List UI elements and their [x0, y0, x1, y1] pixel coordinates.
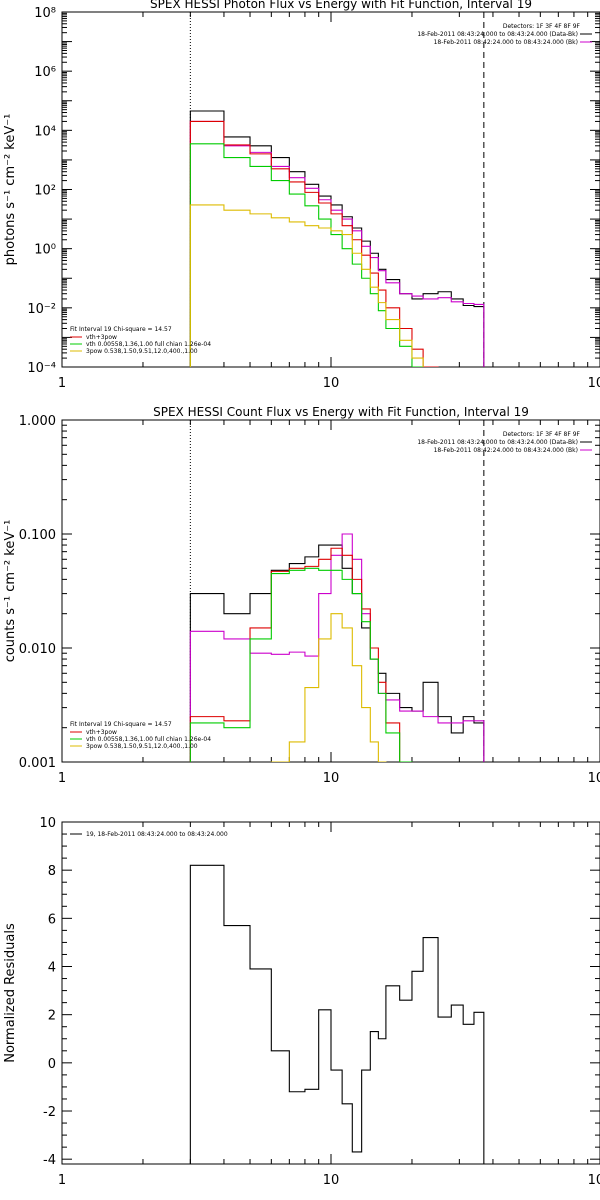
series-3pow — [189, 204, 424, 367]
legend-entry-label: vth 0.00558,1.36,1.00 full chian 1.26e-0… — [86, 736, 211, 743]
panel-resid: Normalized Residuals 1 10 100 -4 -2 0 2 4 6 8 10 19,… — [3, 816, 600, 1188]
x-tick-label: 100 — [588, 771, 600, 786]
y-tick-label: 6 — [48, 912, 56, 927]
y-tick-label: 4 — [48, 961, 56, 976]
series-vth-3pow — [189, 547, 413, 762]
chart-title: SPEX HESSI Count Flux vs Energy with Fit… — [153, 405, 529, 419]
legend-left: 19, 18-Feb-2011 08:43:24.000 to 08:43:24… — [70, 831, 228, 838]
legend-detectors: Detectors: 1F 3F 4F 8F 9F — [503, 431, 581, 438]
x-tick-label: 10 — [323, 771, 340, 786]
y-tick-label: 0 — [48, 1057, 56, 1072]
y-tick-label: 2 — [48, 1009, 56, 1024]
y-axis: 0.001 0.010 0.100 1.000 — [19, 414, 600, 771]
legend-entry-label: vth+3pow — [86, 334, 117, 341]
y-tick-label: 10 — [39, 816, 56, 831]
series-vth-3pow — [189, 120, 439, 367]
legend-entry-label: vth+3pow — [86, 729, 117, 736]
y-tick-label: 10² — [34, 184, 56, 199]
y-axis-label: Normalized Residuals — [3, 923, 18, 1063]
legend-detectors: Detectors: 1F 3F 4F 8F 9F — [503, 23, 581, 30]
series-vth — [189, 143, 424, 367]
x-tick-label: 10 — [323, 376, 340, 391]
x-tick-label: 1 — [58, 1173, 66, 1188]
series-vth — [189, 567, 413, 762]
y-tick-label: 8 — [48, 864, 56, 879]
y-axis-label: counts s⁻¹ cm⁻² keV⁻¹ — [3, 520, 18, 663]
panel-photon: SPEX HESSI Photon Flux vs Energy with Fi… — [3, 0, 600, 391]
plot-frame — [61, 821, 600, 1165]
series-3pow — [270, 613, 387, 762]
x-tick-label: 1 — [58, 376, 66, 391]
x-tick-label: 100 — [588, 376, 600, 391]
x-axis: 1 10 100 — [58, 822, 600, 1188]
y-tick-label: 1.000 — [19, 414, 56, 429]
series-19 — [189, 864, 485, 1164]
y-tick-label: -2 — [43, 1105, 56, 1120]
series-bk — [189, 533, 485, 762]
x-tick-label: 100 — [588, 1173, 600, 1188]
series-group — [189, 864, 485, 1164]
y-tick-label: 0.010 — [19, 642, 56, 657]
y-tick-label: 10⁴ — [34, 124, 56, 139]
y-tick-label: 0.001 — [19, 756, 56, 771]
legend-entry-label: 18-Feb-2011 08:43:24.000 to 08:43:24.000… — [417, 439, 578, 446]
series-group — [189, 110, 485, 367]
y-tick-label: 10⁸ — [34, 6, 56, 21]
series-bk — [189, 120, 485, 367]
y-axis-label: photons s⁻¹ cm⁻² keV⁻¹ — [3, 114, 18, 266]
legend-entry-label: 3pow 0.538,1.50,9.51,12.0,400.,1.00 — [86, 348, 198, 355]
plot-frame — [61, 11, 600, 368]
legend-entry-label: 19, 18-Feb-2011 08:43:24.000 to 08:43:24… — [86, 831, 228, 838]
y-axis: 10⁻⁴ 10⁻² 10⁰ 10² 10⁴ 10⁶ 10⁸ — [27, 6, 600, 376]
y-tick-label: 0.100 — [19, 528, 56, 543]
y-tick-label: 10⁻² — [27, 302, 56, 317]
y-tick-label: 10⁻⁴ — [27, 361, 56, 376]
legend-entry-label: vth 0.00558,1.36,1.00 full chian 1.26e-0… — [86, 341, 211, 348]
series-group — [189, 533, 485, 762]
x-tick-label: 1 — [58, 771, 66, 786]
legend-entry-label: 18-Feb-2011 08:42:24.000 to 08:43:24.000… — [434, 39, 578, 46]
y-axis: -4 -2 0 2 4 6 8 10 — [39, 816, 600, 1168]
legend-entry-label: 18-Feb-2011 08:43:24.000 to 08:43:24.000… — [417, 31, 578, 38]
series-data-bk — [189, 110, 485, 367]
x-tick-label: 10 — [323, 1173, 340, 1188]
legend-entry-label: 3pow 0.538,1.50,9.51,12.0,400.,1.00 — [86, 743, 198, 750]
legend-entry-label: 18-Feb-2011 08:42:24.000 to 08:43:24.000… — [434, 447, 578, 454]
y-tick-label: 10⁰ — [34, 243, 56, 258]
legend-fit-header: Fit Interval 19 Chi-square = 14.57 — [70, 721, 172, 728]
y-tick-label: 10⁶ — [34, 65, 56, 80]
legend-fit-header: Fit Interval 19 Chi-square = 14.57 — [70, 326, 172, 333]
x-axis: 1 10 100 — [58, 420, 600, 786]
legend-left: Fit Interval 19 Chi-square = 14.57vth+3p… — [70, 326, 211, 355]
legend-left: Fit Interval 19 Chi-square = 14.57vth+3p… — [70, 721, 211, 750]
x-axis: 1 10 100 — [58, 12, 600, 391]
chart-title: SPEX HESSI Photon Flux vs Energy with Fi… — [150, 0, 532, 11]
y-tick-label: -4 — [43, 1153, 56, 1168]
panel-count: SPEX HESSI Count Flux vs Energy with Fit… — [3, 405, 600, 786]
series-data-bk — [189, 544, 485, 762]
